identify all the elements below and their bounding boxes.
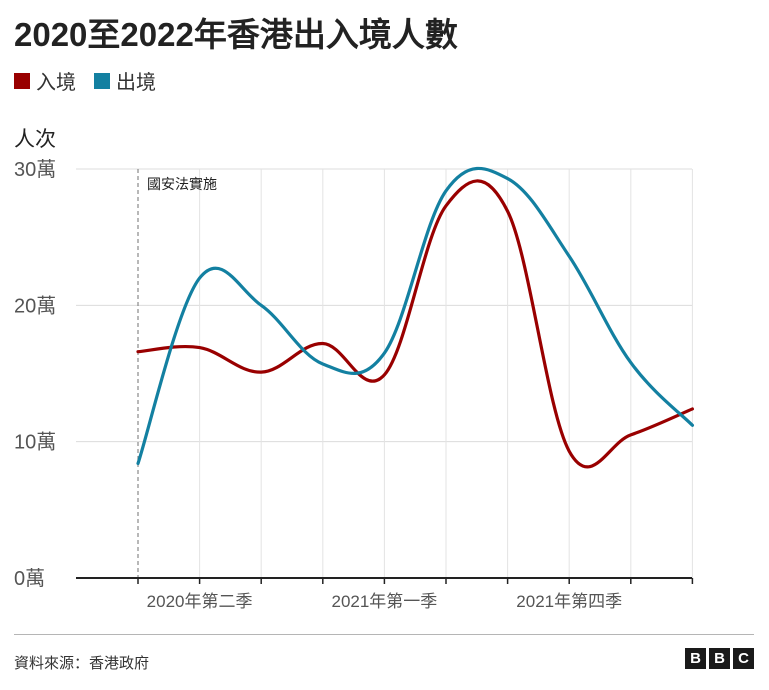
y-axis-label: 人次 (14, 128, 56, 151)
legend-swatch-inbound (14, 72, 30, 89)
legend-swatch-outbound (94, 72, 110, 89)
x-tick-label: 2021年第四季 (516, 592, 622, 611)
legend-label-outbound: 出境 (116, 72, 156, 94)
y-tick-label: 0萬 (14, 567, 45, 590)
series-line-inbound (136, 179, 694, 469)
annotation-label: 國安法實施 (147, 176, 217, 192)
logo-letter: B (709, 648, 730, 669)
logo-letter: C (733, 648, 754, 669)
legend-item-outbound: 出境 (94, 66, 156, 95)
x-tick-label: 2020年第二季 (147, 592, 253, 611)
logo-letter: B (685, 648, 706, 669)
source-note: 資料來源：香港政府 (14, 655, 150, 672)
x-tick-label: 2021年第一季 (331, 592, 437, 611)
legend: 入境 出境 (14, 66, 174, 95)
y-tick-label: 20萬 (14, 294, 56, 317)
y-tick-label: 10萬 (14, 431, 56, 454)
legend-item-inbound: 入境 (14, 66, 76, 95)
y-tick-label: 30萬 (14, 158, 56, 181)
chart-title: 2020至2022年香港出入境人數 (14, 16, 458, 53)
series-line-outbound (136, 166, 694, 466)
bbc-logo: B B C (682, 648, 754, 669)
legend-label-inbound: 入境 (36, 72, 76, 94)
footer-divider (14, 634, 754, 635)
